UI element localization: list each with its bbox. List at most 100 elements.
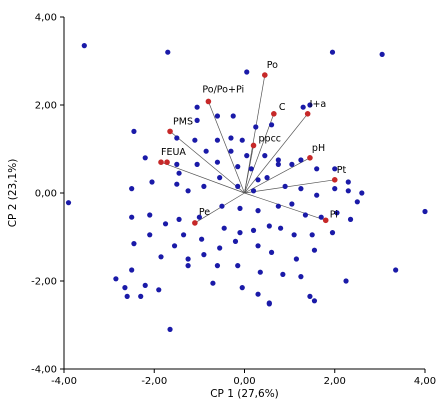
- observation-point: [244, 69, 250, 75]
- observation-point: [221, 225, 227, 231]
- observation-point: [129, 267, 135, 273]
- observation-point: [302, 212, 309, 218]
- observation-point: [185, 188, 191, 194]
- observation-point: [174, 135, 180, 141]
- observation-point: [250, 188, 257, 194]
- observation-point: [176, 170, 182, 176]
- observation-point: [250, 227, 257, 233]
- observation-point: [192, 137, 198, 143]
- observation-point: [131, 241, 137, 247]
- observation-point: [176, 216, 182, 222]
- observation-point: [345, 179, 351, 185]
- variable-point: [205, 98, 212, 105]
- observation-point: [289, 201, 295, 207]
- observation-point: [311, 298, 318, 304]
- observation-point: [81, 43, 87, 49]
- y-tick-label: 4,00: [35, 13, 57, 24]
- x-tick-label: 2,00: [324, 376, 346, 387]
- observation-point: [214, 113, 221, 119]
- observation-point: [280, 271, 286, 277]
- observation-point: [219, 203, 225, 209]
- variable-vector: [208, 101, 245, 194]
- variable-vector: [244, 179, 335, 194]
- observation-point: [255, 291, 261, 297]
- observation-point: [158, 254, 164, 260]
- observation-point: [171, 243, 178, 249]
- observation-point: [232, 238, 239, 244]
- observation-point: [298, 157, 304, 163]
- observation-point: [318, 214, 324, 220]
- y-tick-label: 2,00: [35, 101, 57, 112]
- observation-point: [203, 148, 209, 154]
- variable-point: [192, 220, 198, 226]
- observation-point: [255, 177, 261, 183]
- observation-point: [300, 104, 306, 110]
- observation-point: [298, 186, 304, 192]
- observation-point: [253, 124, 259, 130]
- observation-point: [149, 179, 155, 185]
- observation-point: [228, 148, 234, 154]
- x-tick-label: -4,00: [51, 376, 77, 387]
- observation-point: [129, 186, 135, 192]
- variable-labels: Po Po/Po+Pi C I+a PMS ppcc pH FEUA Pt Pi Pe: [161, 60, 346, 220]
- observation-points: [65, 43, 428, 332]
- observation-point: [359, 190, 365, 196]
- observation-point: [129, 214, 135, 220]
- observation-point: [194, 161, 200, 167]
- observation-point: [210, 280, 216, 286]
- variable-label: FEUA: [161, 147, 186, 158]
- observation-point: [217, 175, 223, 181]
- x-tick-label: -2,00: [141, 376, 167, 387]
- variable-point: [322, 217, 329, 224]
- observation-point: [309, 232, 315, 238]
- variable-point: [304, 111, 311, 117]
- observation-point: [228, 135, 234, 141]
- observation-point: [307, 293, 313, 299]
- observation-point: [422, 208, 428, 215]
- observation-point: [239, 285, 245, 291]
- variable-point: [307, 155, 313, 161]
- observation-point: [329, 49, 336, 55]
- variable-label: PMS: [173, 116, 193, 127]
- observation-point: [180, 232, 187, 238]
- y-tick-label: -4,00: [31, 365, 57, 376]
- observation-point: [196, 214, 202, 220]
- observation-point: [307, 102, 313, 108]
- observation-point: [332, 186, 338, 192]
- observation-point: [257, 269, 263, 275]
- y-tick-label: 0,00: [35, 189, 57, 200]
- variable-label: Po: [267, 60, 278, 71]
- y-axis-title: CP 2 (23,1%): [7, 159, 19, 228]
- variable-point: [271, 111, 277, 117]
- observation-point: [379, 51, 385, 58]
- observation-point: [268, 249, 275, 255]
- observation-point: [345, 188, 351, 194]
- observation-point: [235, 263, 241, 269]
- x-tick-label: 0,00: [233, 376, 255, 387]
- observation-point: [244, 153, 250, 159]
- variable-vector: [160, 161, 245, 194]
- observation-point: [185, 263, 191, 269]
- observation-point: [347, 216, 354, 222]
- observation-point: [199, 236, 205, 242]
- variable-point: [158, 159, 164, 165]
- variable-vector: [244, 192, 326, 221]
- observation-point: [266, 301, 272, 307]
- observation-point: [214, 263, 221, 269]
- observation-point: [289, 161, 295, 167]
- observation-point: [147, 232, 153, 238]
- observation-point: [237, 230, 243, 236]
- variable-label: Pt: [337, 165, 347, 176]
- variable-point: [167, 128, 173, 135]
- observation-point: [235, 164, 241, 170]
- observation-point: [275, 203, 281, 209]
- observation-point: [156, 287, 162, 293]
- ticks: -4,00 -2,00 0,00 2,00 4,00 4,00 2,00 0,00 -2,00 -…: [31, 13, 436, 388]
- variable-vector: [244, 113, 308, 194]
- variable-label: I+a: [310, 99, 327, 110]
- variable-label: Pe: [199, 207, 210, 218]
- observation-point: [264, 175, 270, 181]
- variable-vector: [169, 131, 245, 194]
- observation-point: [291, 232, 297, 238]
